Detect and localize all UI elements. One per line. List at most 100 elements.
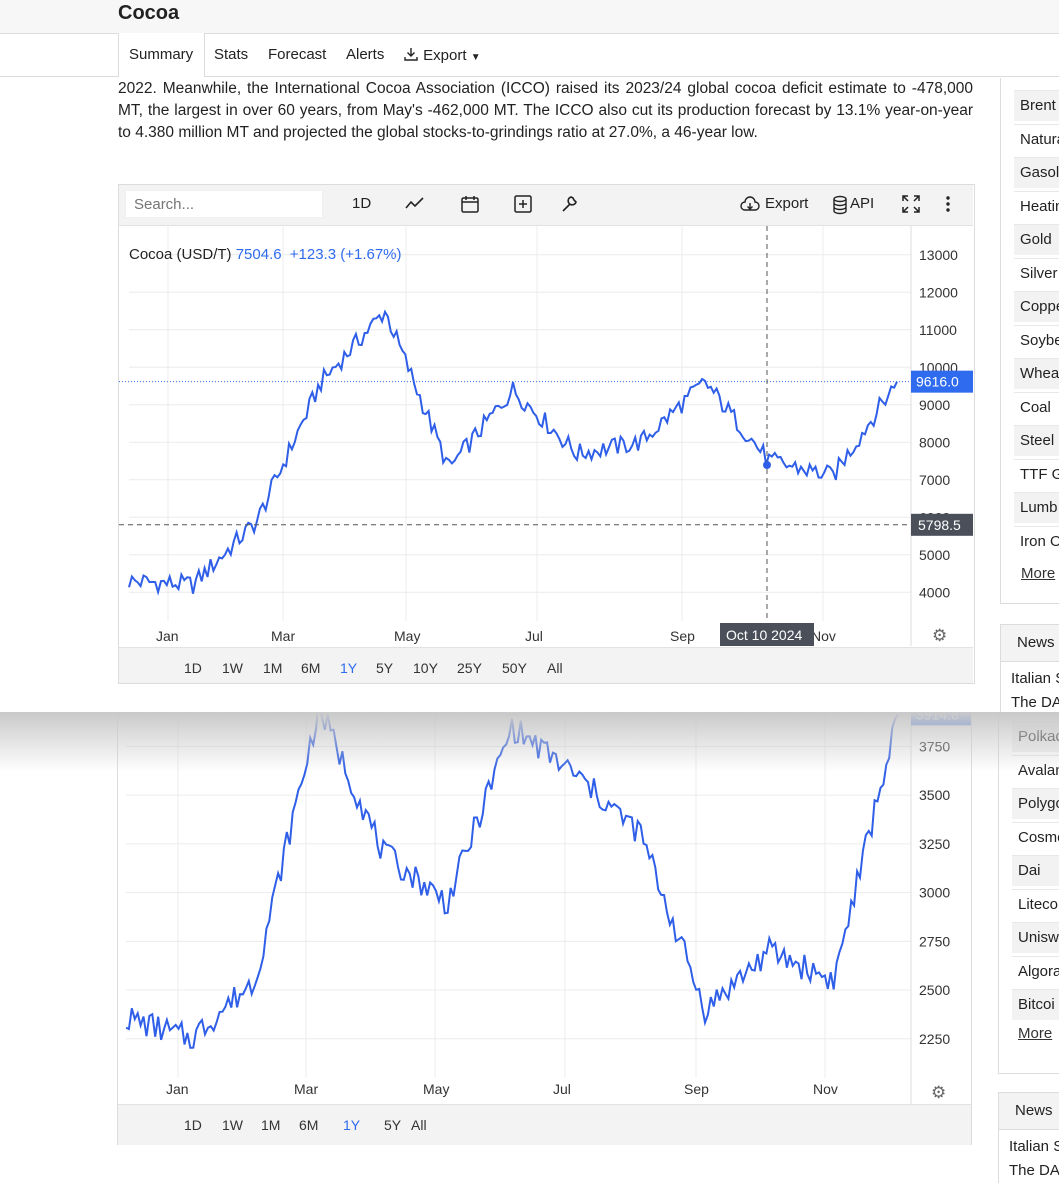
range-button-6m[interactable]: 6M	[299, 1117, 319, 1133]
more-link[interactable]: More	[1021, 565, 1056, 582]
crosshair-value-tag	[911, 513, 973, 536]
chart-search-input[interactable]	[125, 190, 323, 218]
legend-name: Cocoa (USD/T)	[129, 246, 232, 263]
range-button-50y[interactable]: 50Y	[502, 660, 527, 676]
commodity-item[interactable]: Brent	[1014, 90, 1059, 121]
news-line-1[interactable]: Italian S	[1011, 670, 1059, 687]
commodity-item[interactable]: Coppe	[1014, 291, 1059, 322]
bg-settings-gear-icon[interactable]: ⚙	[931, 1083, 946, 1103]
tab-divider	[0, 76, 118, 77]
range-button-5y[interactable]: 5Y	[376, 660, 394, 676]
background-page: 40003750350032503000275025002250JanMarMa…	[0, 712, 1059, 1183]
commodity-item[interactable]: Silver	[1014, 257, 1059, 289]
y-tick-label: 4000	[919, 584, 950, 600]
line-chart-icon[interactable]	[404, 193, 426, 215]
range-button-1d[interactable]: 1D	[184, 1117, 202, 1133]
wrench-icon[interactable]	[558, 193, 580, 215]
commodity-item[interactable]: Natura	[1014, 123, 1059, 155]
bg-news-panel: News Italian S The DA	[998, 1092, 1059, 1183]
chart-export-button[interactable]: Export	[765, 195, 809, 212]
crypto-item[interactable]: Liteco	[1012, 888, 1059, 920]
last-value-label: 9616.0	[916, 374, 959, 390]
commodity-item[interactable]: Coal	[1014, 391, 1059, 423]
range-button-1w[interactable]: 1W	[222, 1117, 243, 1133]
tab-forecast[interactable]: Forecast	[268, 46, 327, 63]
x-tick-label: Mar	[294, 1081, 318, 1097]
range-button-5y[interactable]: 5Y	[384, 1117, 402, 1133]
x-tick-label: May	[423, 1081, 449, 1097]
add-indicator-icon[interactable]	[512, 193, 534, 215]
bg-price-chart[interactable]: 40003750350032503000275025002250JanMarMa…	[118, 712, 971, 1144]
commodity-item[interactable]: Heatin	[1014, 190, 1059, 222]
database-icon	[833, 195, 847, 215]
api-button[interactable]: API	[850, 195, 875, 212]
chart-toolbar: 1D Export API	[119, 185, 973, 226]
commodity-item[interactable]: Soybe	[1014, 324, 1059, 356]
settings-gear-icon[interactable]: ⚙	[932, 626, 947, 646]
crypto-item[interactable]: Unisw	[1012, 922, 1059, 953]
commodity-item[interactable]: Lumb	[1014, 492, 1059, 523]
commodity-item[interactable]: Gasol	[1014, 157, 1059, 188]
range-button-1d[interactable]: 1D	[184, 660, 202, 676]
tab-divider	[204, 76, 1059, 77]
commodity-item[interactable]: Steel	[1014, 425, 1059, 456]
price-series-line	[125, 712, 899, 1049]
range-button-all[interactable]: All	[547, 660, 563, 676]
crypto-item[interactable]: Algora	[1012, 955, 1059, 987]
tab-summary-label: Summary	[129, 46, 194, 63]
range-button-all[interactable]: All	[411, 1117, 427, 1133]
price-chart[interactable]: 1300012000110001000090008000700060005000…	[119, 226, 973, 646]
range-button-1y[interactable]: 1Y	[340, 660, 358, 676]
crypto-item[interactable]: Dai	[1012, 855, 1059, 886]
crypto-item[interactable]: Polkad	[1012, 721, 1059, 752]
tab-export[interactable]: Export ▼	[403, 46, 481, 64]
fullscreen-icon[interactable]	[900, 193, 922, 215]
bg-news-line-2[interactable]: The DA	[1009, 1162, 1059, 1179]
caret-down-icon: ▼	[470, 52, 481, 63]
crypto-item[interactable]: Avalan	[1012, 754, 1059, 786]
x-tick-label: May	[394, 628, 420, 644]
range-button-1w[interactable]: 1W	[222, 660, 243, 676]
bg-more-link[interactable]: More	[1018, 1025, 1053, 1042]
x-tick-label: Jan	[156, 628, 179, 644]
chart-legend: Cocoa (USD/T) 7504.6 +123.3 (+1.67%)	[129, 246, 402, 263]
news-panel: News Italian S The DA	[1000, 624, 1059, 712]
more-options-icon[interactable]	[937, 193, 959, 215]
commodity-item[interactable]: Whea	[1014, 358, 1059, 389]
top-bar: Cocoa	[0, 0, 1059, 34]
crypto-item[interactable]: Cosmo	[1012, 821, 1059, 853]
y-tick-label: 3000	[919, 885, 950, 901]
chart-panel	[118, 184, 975, 684]
commodity-item[interactable]: Iron O	[1014, 525, 1059, 557]
bg-crypto-list: PolkadAvalanPolygoCosmoDaiLitecoUniswAlg…	[998, 712, 1059, 1074]
y-tick-label: 8000	[919, 434, 950, 450]
x-tick-label: Sep	[670, 628, 695, 644]
news-line-2[interactable]: The DA	[1011, 694, 1059, 711]
tab-alerts[interactable]: Alerts	[346, 46, 385, 63]
commodity-item[interactable]: TTF G	[1014, 458, 1059, 490]
bg-range-bar: 1D 1W 1M 6M 1Y 5Y All	[118, 1104, 971, 1145]
x-tick-label: Nov	[811, 628, 836, 644]
crosshair-value-label: 5798.5	[918, 517, 961, 533]
calendar-icon[interactable]	[459, 193, 481, 215]
news-title: News	[1017, 634, 1055, 651]
y-tick-label: 12000	[919, 284, 958, 300]
bg-news-line-1[interactable]: Italian S	[1009, 1138, 1059, 1155]
crosshair-date-tag	[720, 623, 814, 646]
range-button-25y[interactable]: 25Y	[457, 660, 482, 676]
tab-stats[interactable]: Stats	[214, 46, 249, 63]
x-tick-label: Jul	[553, 1081, 571, 1097]
bg-news-title: News	[1015, 1102, 1053, 1119]
commodity-item[interactable]: Gold	[1014, 224, 1059, 255]
range-button-1m[interactable]: 1M	[261, 1117, 281, 1133]
interval-button[interactable]: 1D	[352, 195, 372, 212]
range-button-6m[interactable]: 6M	[301, 660, 321, 676]
range-button-1y[interactable]: 1Y	[343, 1117, 361, 1133]
crypto-item[interactable]: Bitcoi	[1012, 989, 1059, 1020]
range-button-10y[interactable]: 10Y	[413, 660, 438, 676]
crosshair-date-label: Oct 10 2024	[726, 627, 802, 643]
range-button-1m[interactable]: 1M	[263, 660, 283, 676]
tab-summary[interactable]: Summary	[118, 33, 205, 77]
y-tick-label: 3750	[919, 738, 950, 754]
crypto-item[interactable]: Polygo	[1012, 788, 1059, 819]
